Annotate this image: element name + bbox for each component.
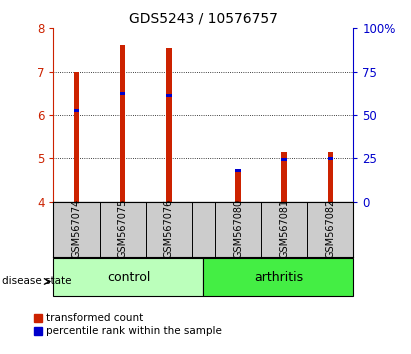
Bar <box>166 48 172 202</box>
Text: control: control <box>107 270 150 284</box>
Title: GDS5243 / 10576757: GDS5243 / 10576757 <box>129 12 278 26</box>
Text: GSM567081: GSM567081 <box>279 199 289 258</box>
Legend: transformed count, percentile rank within the sample: transformed count, percentile rank withi… <box>34 313 222 336</box>
Text: GSM567075: GSM567075 <box>118 199 128 258</box>
Text: GSM567080: GSM567080 <box>233 199 243 258</box>
Bar <box>282 158 287 161</box>
Bar <box>166 94 172 97</box>
Bar <box>120 45 125 202</box>
Text: disease state: disease state <box>2 276 72 286</box>
Bar <box>235 169 241 202</box>
Text: arthritis: arthritis <box>254 270 303 284</box>
Bar <box>74 109 79 112</box>
Bar <box>203 258 353 296</box>
Bar <box>74 72 79 202</box>
Text: GSM567082: GSM567082 <box>326 199 335 258</box>
Text: GSM567074: GSM567074 <box>72 199 81 258</box>
Bar <box>328 157 333 160</box>
Bar <box>53 258 203 296</box>
Bar <box>120 92 125 95</box>
Text: GSM567076: GSM567076 <box>164 199 174 258</box>
Bar <box>282 152 287 202</box>
Bar <box>328 152 333 202</box>
Bar <box>235 169 241 172</box>
